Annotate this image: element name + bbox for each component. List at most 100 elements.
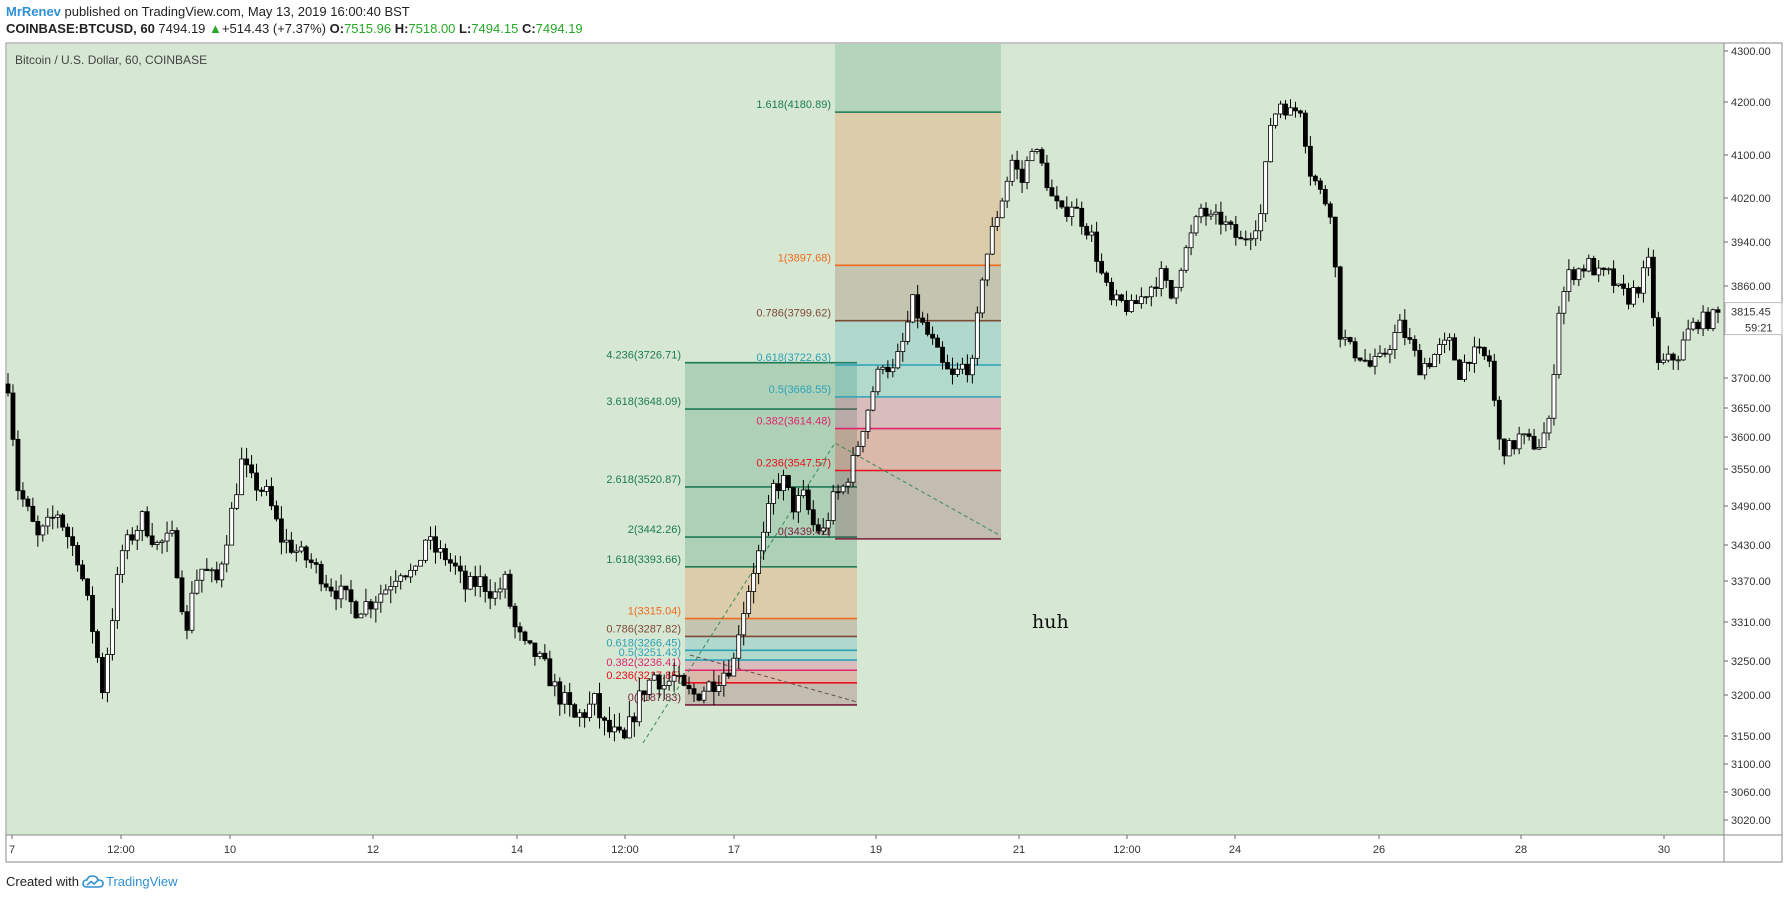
candle-body[interactable] <box>323 583 329 588</box>
candle-body[interactable] <box>1198 207 1204 218</box>
candle-body[interactable] <box>915 294 921 319</box>
candle-body[interactable] <box>1705 311 1711 329</box>
candle-body[interactable] <box>214 569 220 581</box>
candle-body[interactable] <box>1412 339 1418 351</box>
candle-body[interactable] <box>30 505 36 522</box>
candle-body[interactable] <box>1347 337 1353 343</box>
candle-body[interactable] <box>1551 374 1557 419</box>
candle-body[interactable] <box>1491 360 1497 401</box>
candle-body[interactable] <box>353 601 359 619</box>
candle-body[interactable] <box>204 568 210 571</box>
candle-body[interactable] <box>552 681 558 687</box>
candle-body[interactable] <box>1059 200 1065 208</box>
candle-body[interactable] <box>572 704 578 718</box>
candle-body[interactable] <box>1397 319 1403 333</box>
candle-body[interactable] <box>1084 225 1090 236</box>
candle-body[interactable] <box>955 368 960 375</box>
candle-body[interactable] <box>1099 261 1105 274</box>
candle-body[interactable] <box>746 591 752 614</box>
candle-body[interactable] <box>935 337 940 348</box>
candle-body[interactable] <box>254 472 259 491</box>
candle-body[interactable] <box>800 489 806 497</box>
candle-body[interactable] <box>771 483 776 504</box>
candle-body[interactable] <box>1715 309 1721 313</box>
candle-body[interactable] <box>567 692 573 705</box>
candle-body[interactable] <box>532 642 538 657</box>
candle-body[interactable] <box>905 321 911 342</box>
candle-body[interactable] <box>1481 346 1487 357</box>
candle-body[interactable] <box>1626 288 1631 305</box>
candle-body[interactable] <box>1138 296 1144 305</box>
candle-body[interactable] <box>1019 168 1025 183</box>
candle-body[interactable] <box>1134 300 1139 305</box>
candle-body[interactable] <box>805 489 811 511</box>
candle-body[interactable] <box>1208 213 1214 217</box>
candle-body[interactable] <box>810 509 816 526</box>
candle-body[interactable] <box>1089 231 1095 236</box>
candle-body[interactable] <box>433 536 438 553</box>
candle-body[interactable] <box>388 586 394 591</box>
candle-body[interactable] <box>1183 247 1189 271</box>
candle-body[interactable] <box>925 321 931 335</box>
candles[interactable] <box>5 99 1721 742</box>
candle-body[interactable] <box>70 536 76 546</box>
candle-body[interactable] <box>1357 357 1363 361</box>
candle-body[interactable] <box>1317 180 1323 190</box>
candle-body[interactable] <box>1327 203 1333 218</box>
candle-body[interactable] <box>313 562 319 565</box>
candle-body[interactable] <box>1571 269 1577 281</box>
candle-body[interactable] <box>114 574 120 622</box>
candle-body[interactable] <box>1034 149 1040 152</box>
candle-body[interactable] <box>1278 103 1283 115</box>
tradingview-link[interactable]: TradingView <box>82 874 178 889</box>
candle-body[interactable] <box>1248 238 1254 241</box>
candle-body[interactable] <box>1283 103 1288 116</box>
candle-body[interactable] <box>1288 107 1293 116</box>
candle-body[interactable] <box>1233 224 1239 238</box>
candle-body[interactable] <box>875 368 881 393</box>
candle-body[interactable] <box>969 357 975 376</box>
candle-body[interactable] <box>1243 238 1249 241</box>
candle-body[interactable] <box>756 550 762 574</box>
candle-body[interactable] <box>1586 257 1592 272</box>
candle-body[interactable] <box>274 505 279 520</box>
candle-body[interactable] <box>1004 180 1010 202</box>
candle-body[interactable] <box>751 573 757 592</box>
candle-body[interactable] <box>661 685 667 690</box>
candle-body[interactable] <box>1352 341 1358 359</box>
candle-body[interactable] <box>984 253 990 281</box>
candle-body[interactable] <box>293 550 299 553</box>
candle-body[interactable] <box>1710 309 1716 329</box>
candle-body[interactable] <box>1218 211 1224 225</box>
candle-body[interactable] <box>1114 294 1119 301</box>
candle-body[interactable] <box>462 570 468 590</box>
candle-body[interactable] <box>259 489 264 492</box>
candle-body[interactable] <box>482 576 488 592</box>
candle-body[interactable] <box>1472 346 1477 364</box>
candle-body[interactable] <box>960 363 965 370</box>
candle-body[interactable] <box>1178 269 1184 288</box>
candle-body[interactable] <box>1422 362 1428 376</box>
candle-body[interactable] <box>194 579 200 594</box>
candle-body[interactable] <box>358 613 364 619</box>
candle-body[interactable] <box>1104 272 1109 283</box>
candle-body[interactable] <box>1690 321 1696 330</box>
candle-body[interactable] <box>1168 279 1174 299</box>
candle-body[interactable] <box>269 486 274 507</box>
candle-body[interactable] <box>40 525 46 536</box>
candle-body[interactable] <box>920 317 926 323</box>
candle-body[interactable] <box>1581 268 1587 272</box>
candle-body[interactable] <box>950 368 955 375</box>
candle-body[interactable] <box>522 631 528 642</box>
candle-body[interactable] <box>940 346 945 363</box>
candle-body[interactable] <box>1009 159 1015 182</box>
candle-body[interactable] <box>1561 291 1567 314</box>
candle-body[interactable] <box>249 464 254 474</box>
candle-body[interactable] <box>671 675 677 682</box>
candle-body[interactable] <box>850 455 856 483</box>
candle-body[interactable] <box>1064 206 1070 218</box>
candle-body[interactable] <box>979 279 985 314</box>
fib-retracement-left[interactable]: 4.236(3726.71) 3.618(3648.09) 2.618(3520.8… <box>606 350 857 706</box>
candle-body[interactable] <box>1332 216 1338 268</box>
candle-body[interactable] <box>1377 352 1383 357</box>
